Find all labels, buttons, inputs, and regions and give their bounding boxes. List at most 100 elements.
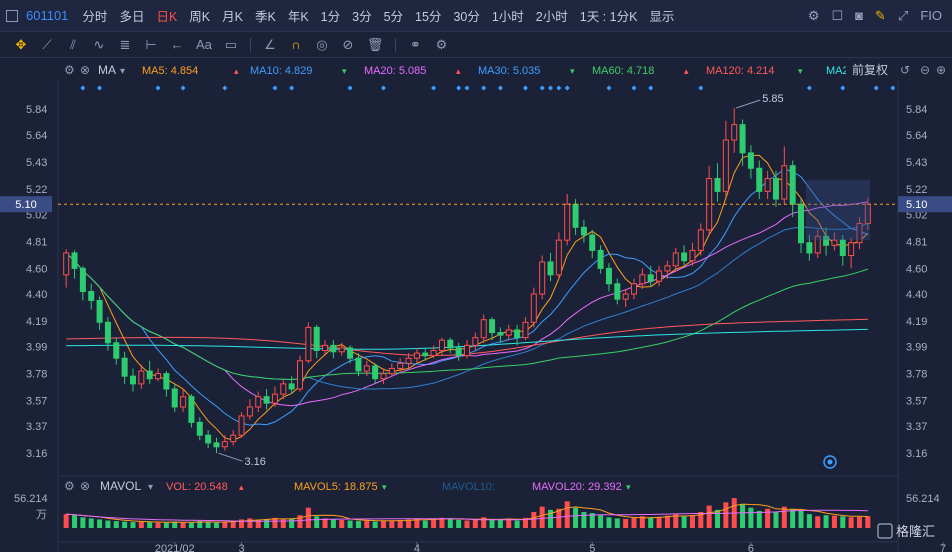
target-icon[interactable]	[823, 455, 837, 469]
wave-icon[interactable]: ∿	[93, 36, 105, 52]
gear-icon[interactable]: ⚙	[807, 7, 820, 23]
stock-code[interactable]: 601101	[26, 8, 69, 23]
period-tab-7[interactable]: 1分	[320, 10, 341, 24]
event-marker[interactable]	[272, 85, 278, 91]
main-indicator-dropdown-icon[interactable]: ▾	[120, 66, 125, 77]
event-marker[interactable]	[606, 85, 612, 91]
main-indicator-name[interactable]: MA	[98, 63, 116, 77]
candle-body	[756, 167, 763, 192]
event-marker[interactable]	[890, 85, 896, 91]
period-tab-8[interactable]: 3分	[352, 10, 372, 24]
period-tab-0[interactable]: 分时	[82, 10, 108, 24]
event-marker[interactable]	[539, 85, 545, 91]
settings-icon[interactable]: ⚙	[435, 36, 448, 52]
period-tab-12[interactable]: 1小时	[491, 10, 524, 24]
event-marker[interactable]	[840, 85, 846, 91]
window-square-icon[interactable]	[6, 9, 18, 22]
crosshair-icon[interactable]: ✥	[15, 36, 27, 52]
event-marker[interactable]	[155, 85, 161, 91]
event-marker[interactable]	[222, 85, 228, 91]
candle-body	[656, 270, 663, 282]
range-icon[interactable]: ⊢	[145, 36, 157, 52]
zoom-out-icon[interactable]: ⊖	[920, 63, 930, 77]
magnet-icon[interactable]: ∩	[291, 37, 301, 52]
hide-icon[interactable]: ⊘	[342, 36, 354, 52]
period-tab-1[interactable]: 多日	[119, 10, 145, 24]
candle-body	[213, 442, 220, 448]
event-marker[interactable]	[548, 85, 554, 91]
event-marker[interactable]	[698, 85, 704, 91]
volume-bar	[239, 519, 245, 528]
vol-settings-icon[interactable]: ⚙	[64, 479, 75, 493]
event-marker[interactable]	[380, 85, 386, 91]
ma-legend-1: MA10: 4.829	[250, 65, 312, 77]
event-marker[interactable]	[80, 85, 86, 91]
event-marker[interactable]	[180, 85, 186, 91]
event-marker[interactable]	[464, 85, 470, 91]
event-marker[interactable]	[648, 85, 654, 91]
link-icon[interactable]: ⚭	[409, 36, 421, 52]
event-marker[interactable]	[97, 85, 103, 91]
event-marker[interactable]	[556, 85, 562, 91]
fio-label[interactable]: FIO	[920, 8, 942, 23]
event-marker[interactable]	[522, 85, 528, 91]
reset-icon[interactable]: ↺	[900, 63, 910, 77]
period-tab-11[interactable]: 30分	[453, 10, 480, 24]
volume-bar	[856, 516, 862, 528]
main-settings-icon[interactable]: ⚙	[64, 63, 75, 77]
fib-icon[interactable]: ≣	[119, 36, 131, 52]
event-marker[interactable]	[564, 85, 570, 91]
event-marker[interactable]	[456, 85, 462, 91]
y-tick-left-7: 4.40	[26, 289, 47, 301]
event-marker[interactable]	[431, 85, 437, 91]
volume-bar	[389, 520, 395, 528]
checkbox-icon[interactable]: ☐	[831, 7, 844, 23]
volume-bar	[406, 519, 412, 528]
comment-icon[interactable]: ▭	[224, 36, 238, 52]
pen-edit-icon[interactable]: ✎	[875, 7, 886, 23]
event-marker[interactable]	[631, 85, 637, 91]
event-marker[interactable]	[806, 85, 812, 91]
vol-indicator-dropdown-icon[interactable]: ▾	[148, 482, 153, 493]
ruler-icon[interactable]: ∠	[264, 36, 276, 52]
channel-icon[interactable]: ⫽	[70, 36, 76, 52]
display-select[interactable]: 显示	[649, 10, 675, 24]
vol-indicator-name[interactable]: MAVOL	[100, 479, 141, 493]
arrow-icon[interactable]: ←	[170, 37, 184, 52]
y-tick-right-12: 3.37	[906, 421, 927, 433]
camera-icon[interactable]: ◙	[855, 8, 864, 23]
event-marker[interactable]	[497, 85, 503, 91]
period-tab-5[interactable]: 季K	[254, 10, 276, 24]
trash-icon[interactable]: 🗑	[366, 36, 384, 52]
adjust-button[interactable]: 前复权	[852, 62, 888, 77]
event-marker[interactable]	[347, 85, 353, 91]
volume-bar	[840, 516, 846, 528]
period-tab-3[interactable]: 周K	[189, 10, 211, 24]
ma30-line	[65, 222, 868, 390]
event-marker[interactable]	[873, 85, 879, 91]
candle-body	[772, 178, 779, 200]
volume-bar	[689, 515, 695, 528]
period-tab-9[interactable]: 5分	[383, 10, 404, 24]
vol-close-icon[interactable]: ⊗	[80, 479, 90, 493]
interval-select[interactable]: 1天 : 1分K	[579, 10, 638, 24]
period-tab-2[interactable]: 日K	[156, 10, 178, 24]
volume-bar	[339, 519, 345, 528]
chart-area[interactable]: ⚙ ⊗ MA ▾ MA5: 4.854 ▴ MA10: 4.829 ▾ MA20: 5.085 ▴…	[0, 58, 952, 552]
event-marker[interactable]	[481, 85, 487, 91]
period-tab-6[interactable]: 年K	[287, 10, 309, 24]
period-tab-4[interactable]: 月K	[222, 10, 243, 24]
period-tab-13[interactable]: 2小时	[535, 10, 568, 24]
event-marker[interactable]	[289, 85, 295, 91]
zoom-in-icon[interactable]: ⊕	[936, 63, 946, 77]
ma10-line	[65, 168, 869, 426]
y-tick-left-10: 3.78	[26, 369, 47, 381]
text-icon[interactable]: Aa	[196, 37, 212, 52]
volume-bar	[756, 510, 762, 528]
toolbar-divider	[249, 37, 251, 52]
eye-icon[interactable]: ◎	[316, 36, 328, 52]
line-icon[interactable]: ⟋	[42, 36, 52, 52]
period-tab-10[interactable]: 15分	[415, 10, 442, 24]
main-close-icon[interactable]: ⊗	[80, 63, 90, 77]
fullscreen-icon[interactable]: ⤢	[897, 7, 909, 23]
